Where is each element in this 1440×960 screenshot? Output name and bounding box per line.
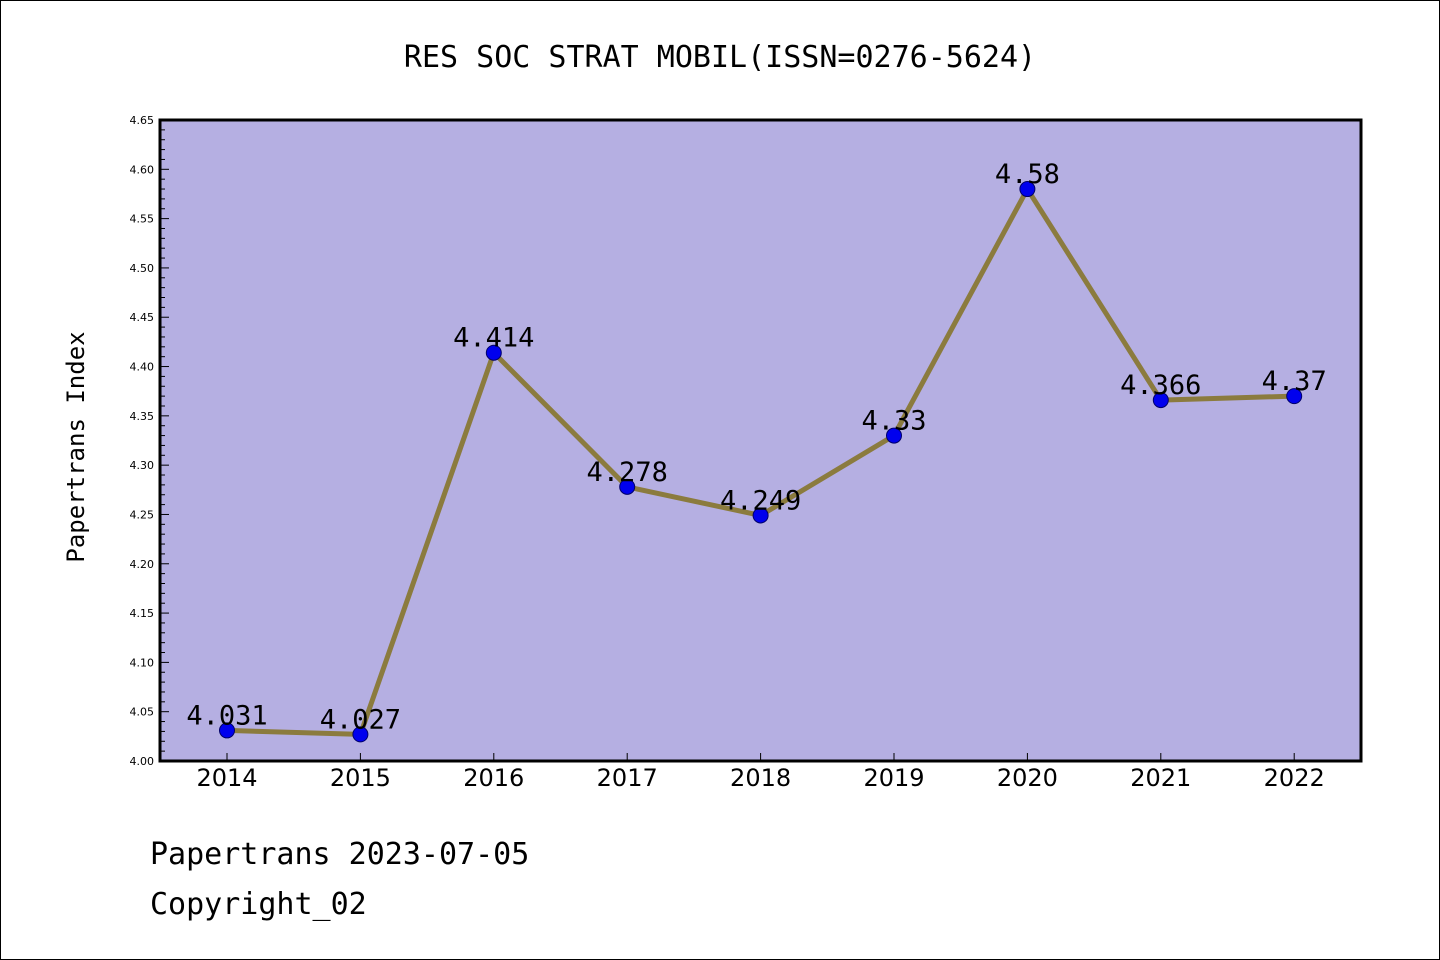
y-tick-label: 4.25 <box>130 508 155 521</box>
y-tick-label: 4.30 <box>130 459 155 472</box>
data-label: 4.366 <box>1120 370 1201 401</box>
data-label: 4.027 <box>320 704 401 735</box>
series-markers <box>219 181 1303 743</box>
data-point <box>619 478 636 495</box>
x-tick-label: 2022 <box>1264 764 1325 792</box>
x-tick-label: 2019 <box>863 764 924 792</box>
plot-area <box>158 118 1363 763</box>
data-label: 4.249 <box>720 485 801 516</box>
data-label: 4.414 <box>453 323 534 354</box>
data-labels: 4.031 4.027 4.414 4.278 4.249 4.33 4.58 4.366 4.… <box>186 159 1326 735</box>
data-point <box>352 726 369 743</box>
y-axis: 4.00 4.05 4.10 4.15 4.20 4.25 4.30 4.35 4.40 4.45… <box>130 114 169 768</box>
y-tick-label: 4.35 <box>130 410 155 423</box>
x-tick-label: 2018 <box>730 764 791 792</box>
x-tick-label: 2017 <box>597 764 658 792</box>
data-label: 4.031 <box>186 700 267 731</box>
data-point <box>219 722 235 739</box>
data-point <box>886 427 902 444</box>
data-point <box>1152 392 1169 409</box>
y-axis-label: Papertrans Index <box>62 331 90 562</box>
y-tick-label: 4.55 <box>130 213 155 226</box>
data-label: 4.278 <box>587 457 668 488</box>
x-tick-label: 2015 <box>330 764 391 792</box>
y-tick-label: 4.45 <box>130 311 155 324</box>
y-tick-label: 4.20 <box>130 558 155 571</box>
data-point <box>752 507 769 524</box>
footer-copyright: Copyright_02 <box>150 887 367 922</box>
x-tick-label: 2021 <box>1130 764 1191 792</box>
y-tick-label: 4.00 <box>130 755 155 768</box>
y-tick-label: 4.05 <box>130 706 155 719</box>
data-point <box>1286 388 1303 405</box>
x-axis: 2014 2015 2016 2017 2018 2019 2020 2021 2022 <box>196 753 1325 792</box>
data-label: 4.33 <box>861 406 926 437</box>
footer-date: Papertrans 2023-07-05 <box>150 837 529 872</box>
chart-title: RES SOC STRAT MOBIL(ISSN=0276-5624) <box>404 40 1036 75</box>
data-point <box>1019 181 1036 198</box>
data-label: 4.58 <box>995 159 1060 190</box>
data-label: 4.37 <box>1262 366 1327 397</box>
x-tick-label: 2016 <box>463 764 524 792</box>
y-tick-label: 4.15 <box>130 607 155 620</box>
data-point <box>485 344 502 361</box>
y-tick-label: 4.60 <box>130 163 155 176</box>
y-tick-label: 4.50 <box>130 262 155 275</box>
y-tick-label: 4.10 <box>130 656 155 669</box>
y-tick-label: 4.65 <box>130 114 155 127</box>
x-tick-label: 2014 <box>196 764 257 792</box>
x-tick-label: 2020 <box>997 764 1058 792</box>
y-tick-label: 4.40 <box>130 361 155 374</box>
